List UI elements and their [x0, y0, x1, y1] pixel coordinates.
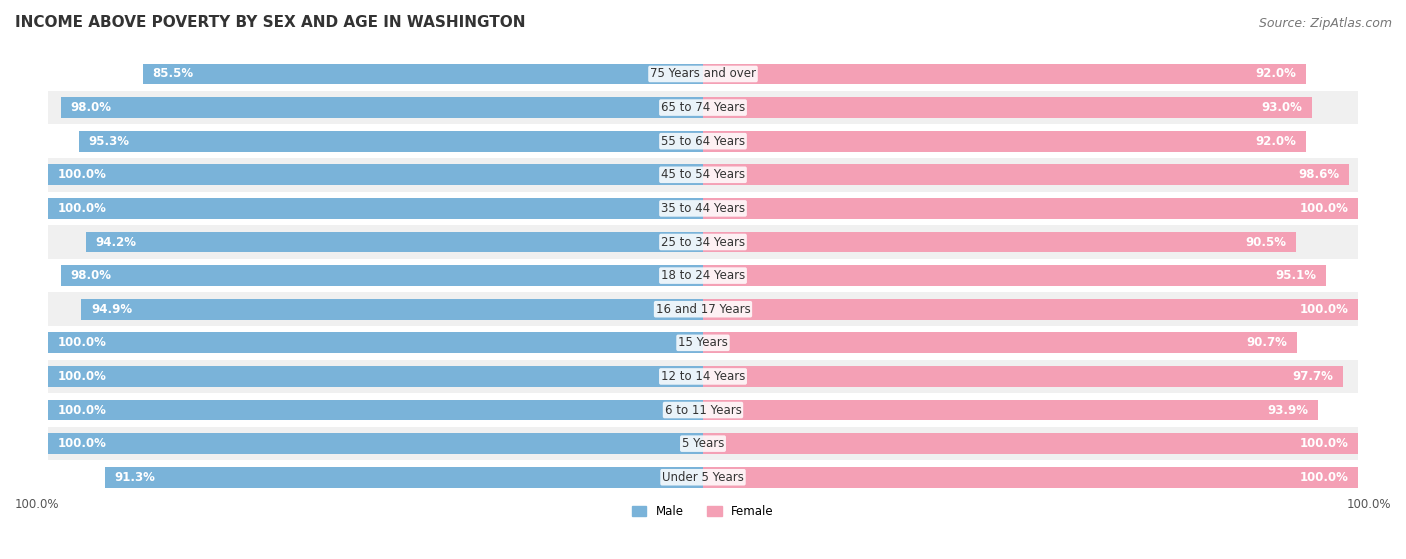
Bar	[60, 265, 703, 286]
Text: 90.5%: 90.5%	[1246, 235, 1286, 249]
Text: 100.0%: 100.0%	[1347, 498, 1391, 511]
Bar	[703, 467, 1358, 487]
Bar	[703, 299, 1358, 320]
Bar	[703, 366, 1343, 387]
Text: 100.0%: 100.0%	[58, 202, 107, 215]
Text: 100.0%: 100.0%	[1299, 202, 1348, 215]
Text: 94.2%: 94.2%	[96, 235, 136, 249]
Text: 98.6%: 98.6%	[1298, 168, 1340, 181]
Bar	[48, 198, 703, 219]
Text: 95.1%: 95.1%	[1275, 269, 1316, 282]
Text: 65 to 74 Years: 65 to 74 Years	[661, 101, 745, 114]
Text: 75 Years and over: 75 Years and over	[650, 68, 756, 80]
Bar	[48, 400, 703, 420]
Text: 100.0%: 100.0%	[1299, 471, 1348, 484]
Bar	[48, 292, 1358, 326]
Bar	[48, 192, 1358, 225]
Text: 90.7%: 90.7%	[1247, 337, 1288, 349]
Text: 100.0%: 100.0%	[1299, 437, 1348, 450]
Bar	[703, 64, 1306, 84]
Bar	[105, 467, 703, 487]
Text: 98.0%: 98.0%	[70, 269, 111, 282]
Bar	[48, 225, 1358, 259]
Text: 91.3%: 91.3%	[115, 471, 156, 484]
Bar	[48, 164, 703, 185]
Bar	[86, 231, 703, 253]
Bar	[48, 433, 703, 454]
Bar	[48, 333, 703, 353]
Bar	[703, 131, 1306, 151]
Bar	[48, 366, 703, 387]
Bar	[703, 97, 1312, 118]
Text: INCOME ABOVE POVERTY BY SEX AND AGE IN WASHINGTON: INCOME ABOVE POVERTY BY SEX AND AGE IN W…	[15, 15, 526, 30]
Legend: Male, Female: Male, Female	[627, 500, 779, 523]
Bar	[703, 164, 1350, 185]
Text: 100.0%: 100.0%	[15, 498, 59, 511]
Text: 45 to 54 Years: 45 to 54 Years	[661, 168, 745, 181]
Bar	[48, 57, 1358, 91]
Text: 15 Years: 15 Years	[678, 337, 728, 349]
Text: Source: ZipAtlas.com: Source: ZipAtlas.com	[1258, 17, 1392, 30]
Bar	[48, 124, 1358, 158]
Text: 92.0%: 92.0%	[1256, 68, 1296, 80]
Text: 85.5%: 85.5%	[153, 68, 194, 80]
Bar	[79, 131, 703, 151]
Bar	[703, 433, 1358, 454]
Bar	[82, 299, 703, 320]
Text: 35 to 44 Years: 35 to 44 Years	[661, 202, 745, 215]
Bar	[48, 393, 1358, 427]
Bar	[703, 198, 1358, 219]
Text: 12 to 14 Years: 12 to 14 Years	[661, 370, 745, 383]
Text: 25 to 34 Years: 25 to 34 Years	[661, 235, 745, 249]
Bar	[48, 461, 1358, 494]
Bar	[48, 326, 1358, 359]
Bar	[60, 97, 703, 118]
Text: 18 to 24 Years: 18 to 24 Years	[661, 269, 745, 282]
Text: 16 and 17 Years: 16 and 17 Years	[655, 303, 751, 316]
Text: 94.9%: 94.9%	[91, 303, 132, 316]
Text: 93.0%: 93.0%	[1261, 101, 1302, 114]
Text: 100.0%: 100.0%	[58, 437, 107, 450]
Bar	[703, 333, 1298, 353]
Text: 100.0%: 100.0%	[58, 404, 107, 416]
Bar	[703, 400, 1319, 420]
Text: 100.0%: 100.0%	[1299, 303, 1348, 316]
Bar	[48, 359, 1358, 393]
Text: 98.0%: 98.0%	[70, 101, 111, 114]
Text: Under 5 Years: Under 5 Years	[662, 471, 744, 484]
Bar	[143, 64, 703, 84]
Text: 95.3%: 95.3%	[89, 135, 129, 148]
Bar	[48, 91, 1358, 124]
Text: 97.7%: 97.7%	[1292, 370, 1333, 383]
Bar	[48, 259, 1358, 292]
Text: 92.0%: 92.0%	[1256, 135, 1296, 148]
Bar	[48, 158, 1358, 192]
Bar	[703, 231, 1296, 253]
Text: 6 to 11 Years: 6 to 11 Years	[665, 404, 741, 416]
Text: 100.0%: 100.0%	[58, 168, 107, 181]
Bar	[48, 427, 1358, 461]
Text: 100.0%: 100.0%	[58, 337, 107, 349]
Text: 5 Years: 5 Years	[682, 437, 724, 450]
Text: 55 to 64 Years: 55 to 64 Years	[661, 135, 745, 148]
Text: 93.9%: 93.9%	[1267, 404, 1309, 416]
Bar	[703, 265, 1326, 286]
Text: 100.0%: 100.0%	[58, 370, 107, 383]
